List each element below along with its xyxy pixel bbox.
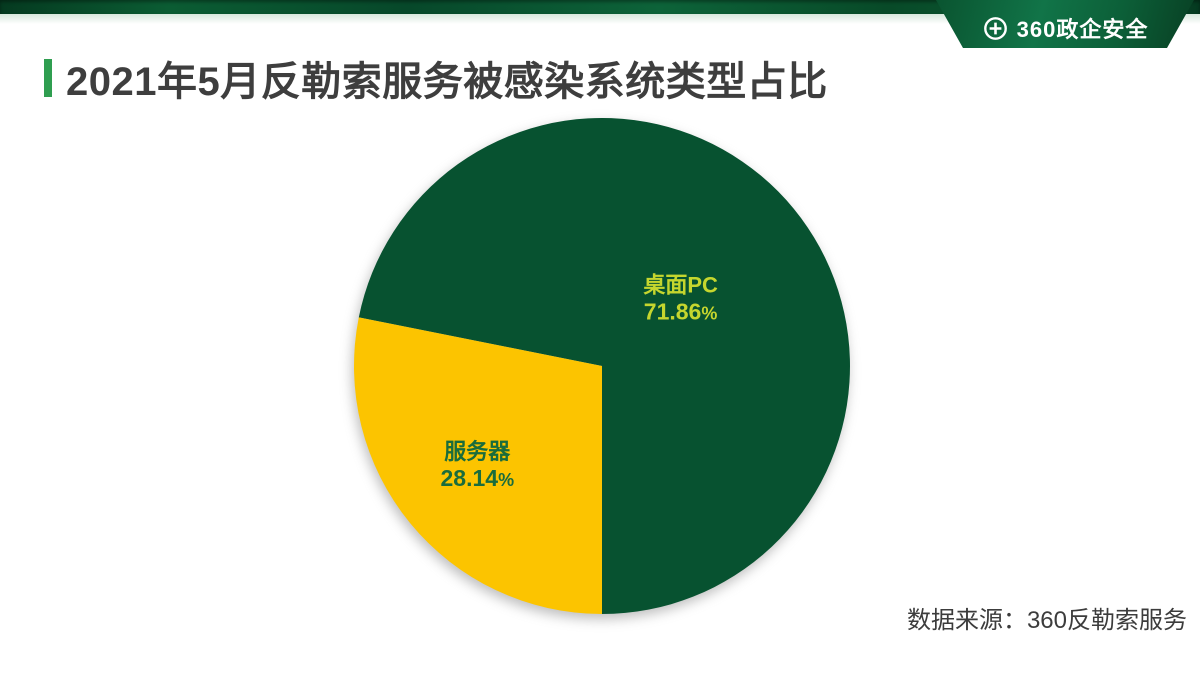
pie-slice-1 bbox=[353, 317, 602, 614]
logo-text: 360政企安全 bbox=[1016, 17, 1149, 42]
pie-label-name-0: 桌面PC bbox=[643, 273, 718, 298]
pie-label-name-1: 服务器 bbox=[444, 439, 511, 464]
logo-badge: 360政企安全 bbox=[936, 0, 1194, 48]
page-title: 2021年5月反勒索服务被感染系统类型占比 bbox=[66, 60, 828, 104]
pie-label-value-0: 71.86% bbox=[644, 299, 718, 325]
title-accent-bar bbox=[44, 59, 52, 97]
plus-circle-icon bbox=[982, 15, 1009, 42]
title-row: 2021年5月反勒索服务被感染系统类型占比 bbox=[44, 49, 828, 107]
pie-label-value-1: 28.14% bbox=[441, 465, 515, 491]
data-source-note: 数据来源：360反勒索服务 bbox=[906, 607, 1187, 634]
top-banner bbox=[0, 0, 1200, 14]
pie-slice-0 bbox=[358, 118, 850, 615]
banner-fade bbox=[0, 14, 1200, 24]
